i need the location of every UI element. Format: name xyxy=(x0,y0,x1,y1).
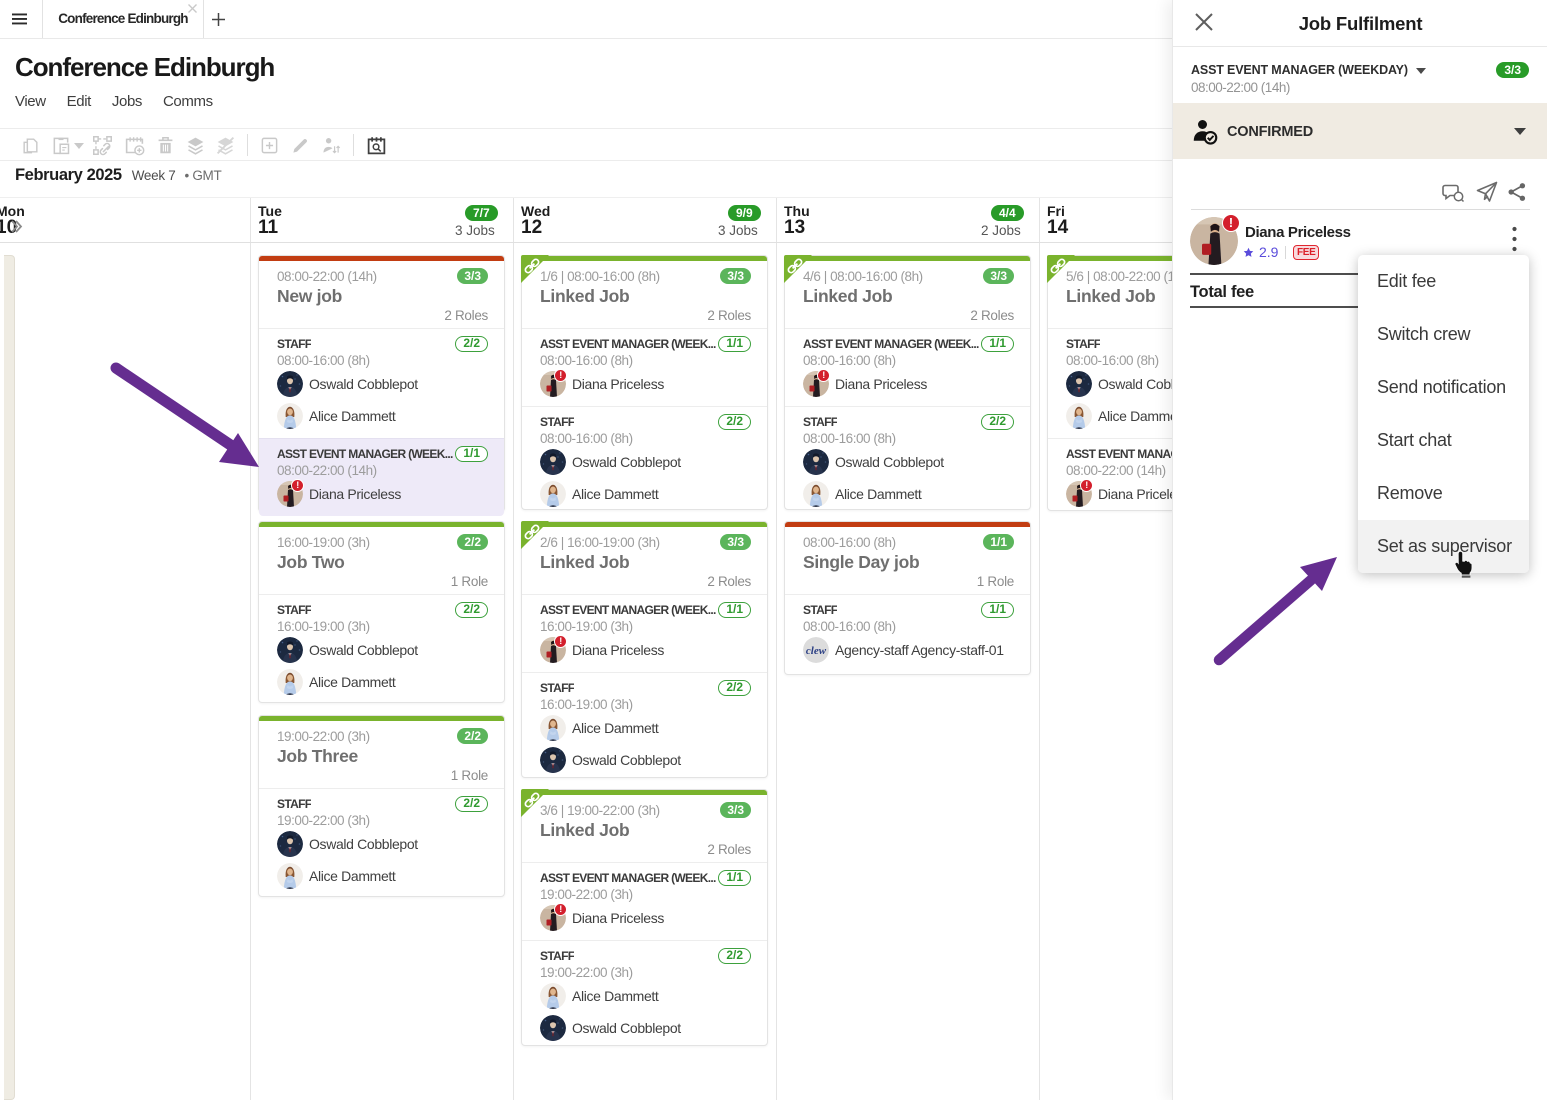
svg-text:clew: clew xyxy=(806,645,827,657)
